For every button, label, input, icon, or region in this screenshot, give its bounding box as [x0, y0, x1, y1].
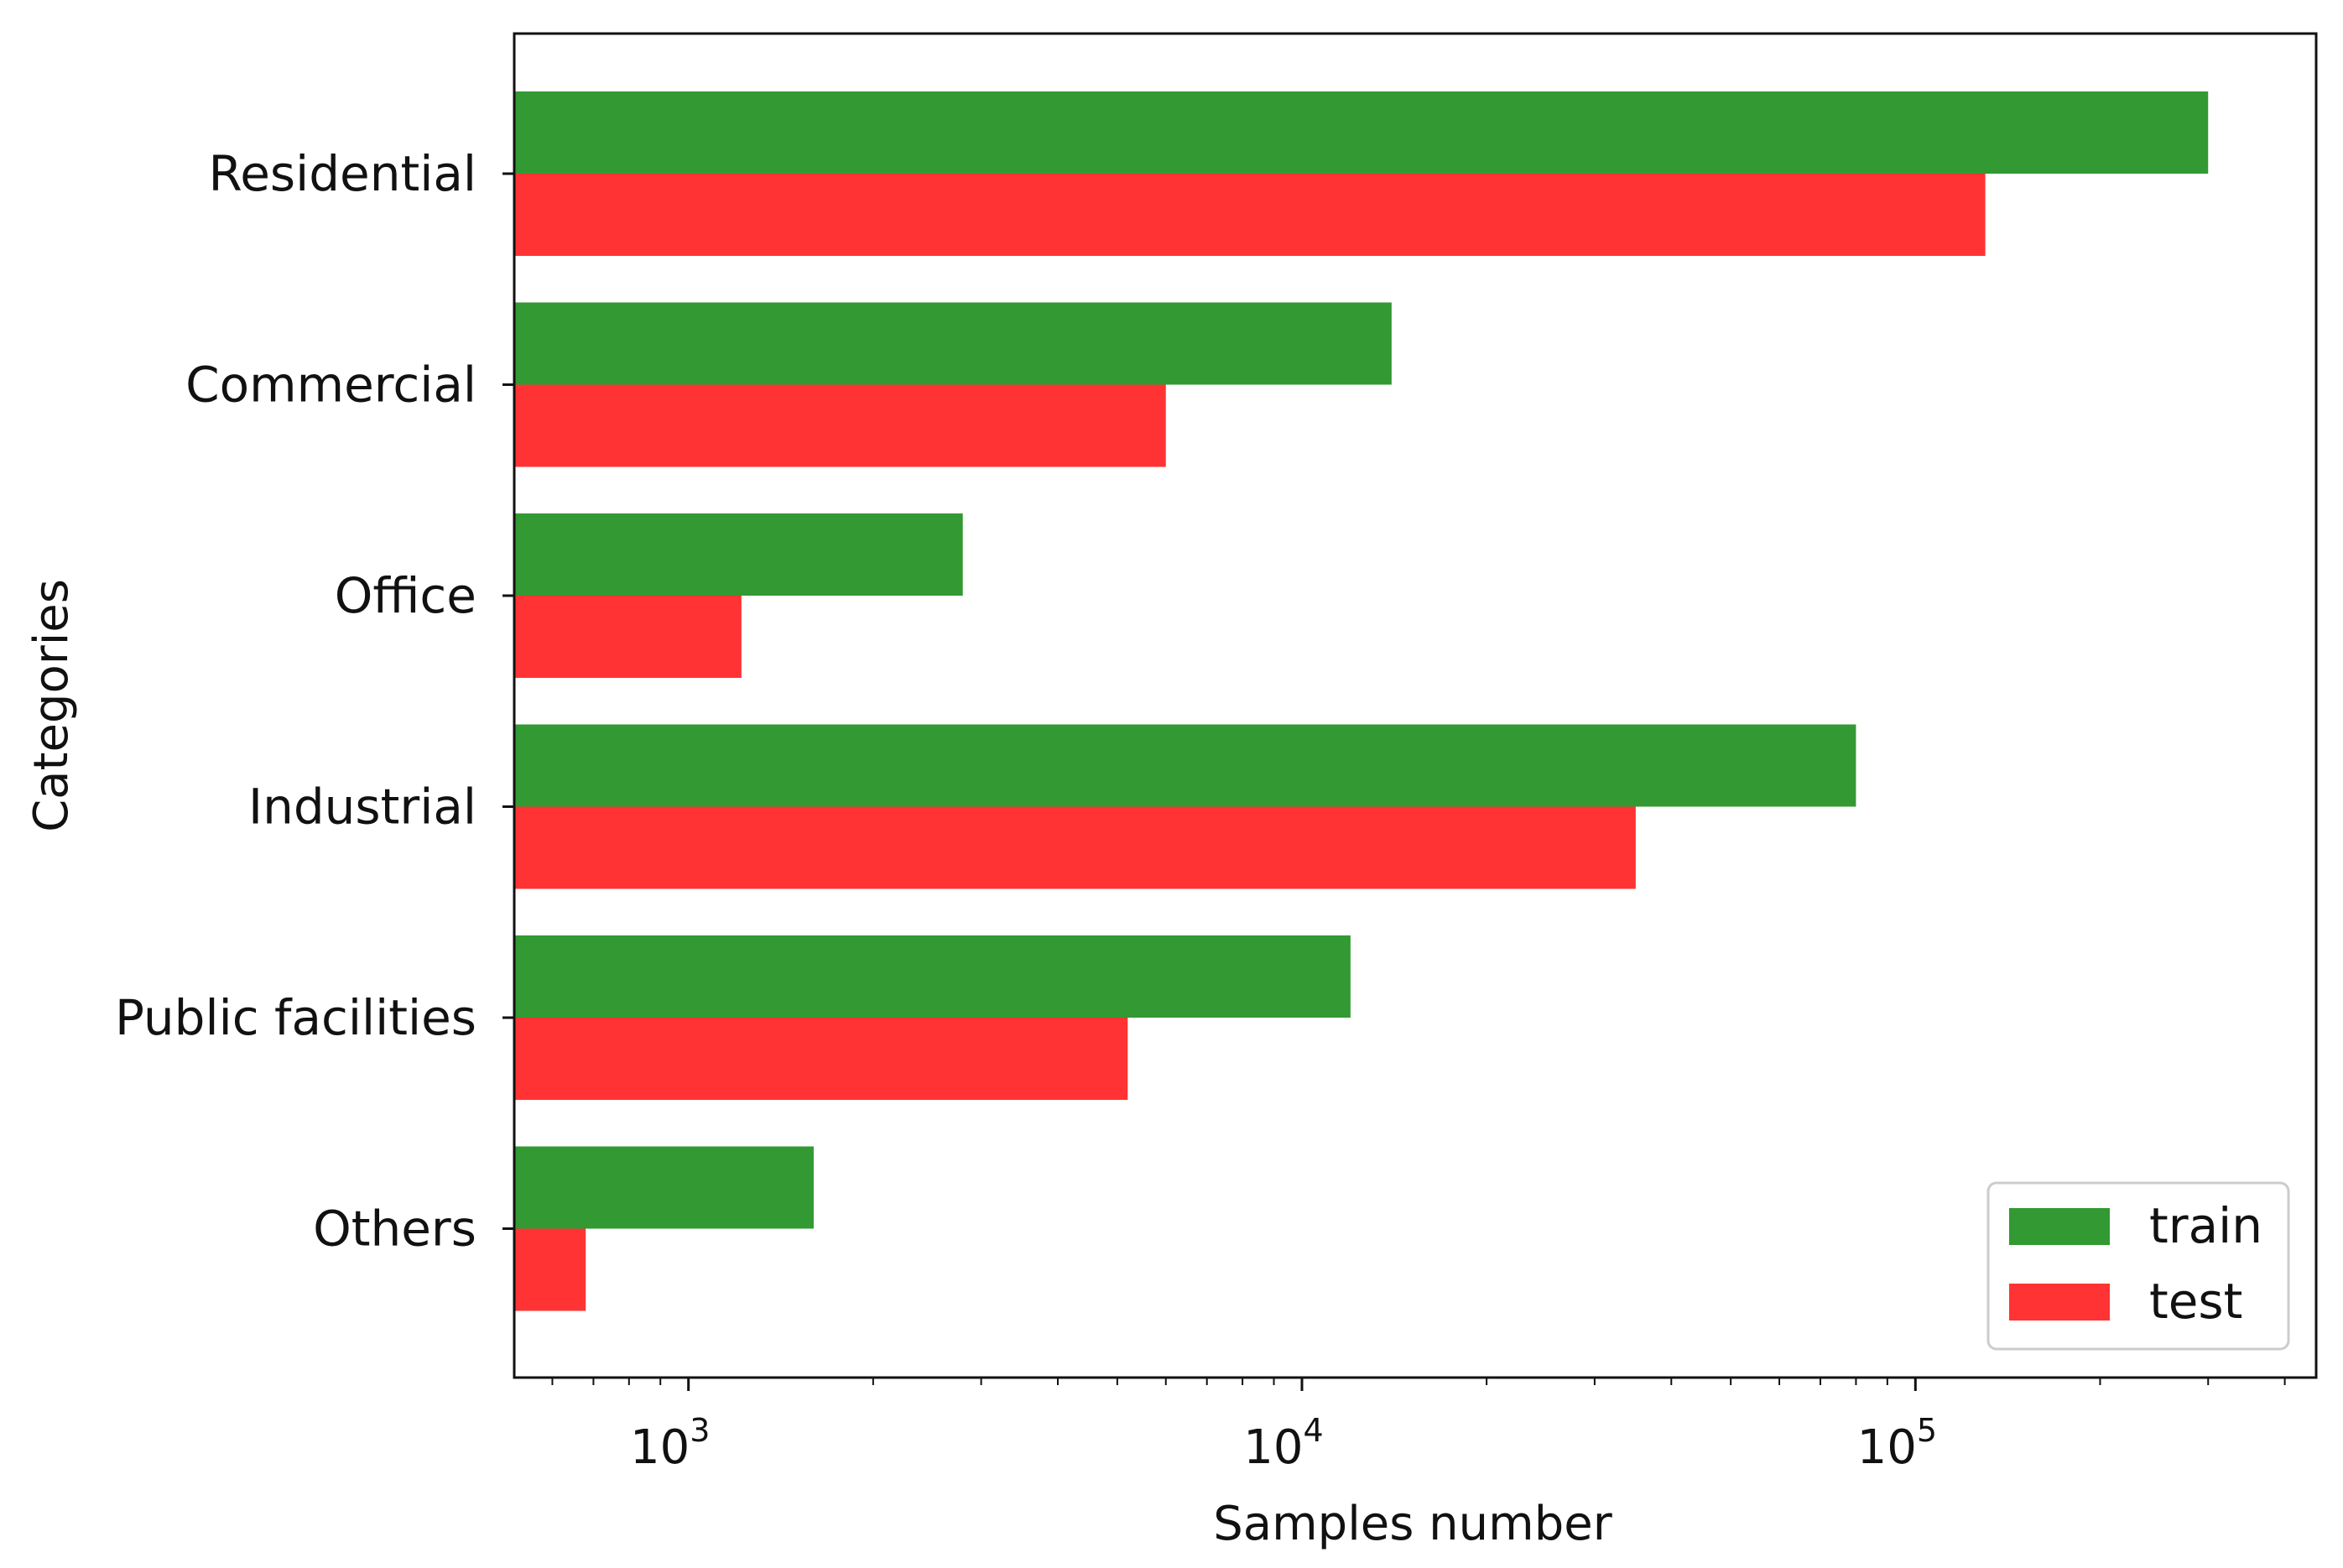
x-tick-label: 103	[630, 1412, 710, 1475]
y-axis-title: Categories	[24, 579, 79, 832]
legend-swatch-train	[2009, 1208, 2110, 1245]
x-tick-label: 104	[1243, 1412, 1323, 1475]
bar-test-commercial	[514, 384, 1166, 467]
x-tick-label: 105	[1857, 1412, 1937, 1475]
bar-train-public-facilities	[514, 935, 1351, 1018]
category-label-industrial: Industrial	[248, 779, 476, 836]
legend-label-test: test	[2149, 1273, 2242, 1330]
x-tick-exponent: 3	[690, 1412, 710, 1449]
x-tick-exponent: 4	[1304, 1412, 1324, 1449]
x-tick-exponent: 5	[1917, 1412, 1937, 1449]
bar-test-others	[514, 1228, 586, 1311]
category-label-office: Office	[335, 567, 476, 624]
y-ticks: Residential Commercial Office Industrial Pub…	[115, 145, 514, 1258]
bar-train-industrial	[514, 724, 1856, 807]
category-label-others: Others	[313, 1201, 476, 1258]
bar-test-office	[514, 596, 742, 678]
plot-frame	[513, 32, 2318, 1379]
bar-test-public-facilities	[514, 1018, 1128, 1100]
bar-train-others	[514, 1146, 814, 1229]
bar-test-residential	[514, 174, 1986, 256]
bar-train-residential	[514, 91, 2209, 174]
legend: train test	[1986, 1181, 2290, 1351]
legend-label-train: train	[2149, 1197, 2262, 1254]
x-axis-title: Samples number	[1213, 1497, 1612, 1551]
bars-layer	[514, 91, 2209, 1311]
bar-train-office	[514, 513, 963, 596]
bar-train-commercial	[514, 302, 1392, 385]
legend-swatch-test	[2009, 1284, 2110, 1321]
category-label-residential: Residential	[209, 145, 476, 202]
bar-test-industrial	[514, 806, 1636, 889]
category-label-commercial: Commercial	[185, 357, 476, 414]
category-label-public-facilities: Public facilities	[115, 989, 476, 1046]
x-ticks: 103 104 105	[551, 1378, 2286, 1475]
